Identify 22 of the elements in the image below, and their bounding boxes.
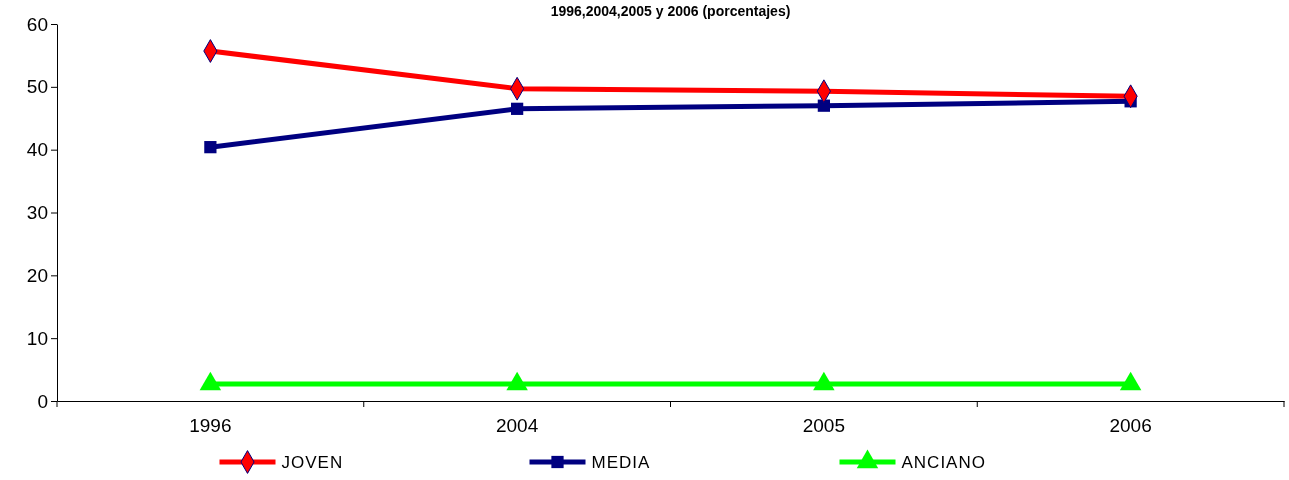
y-tick-label: 60 bbox=[26, 13, 48, 35]
x-tick-label: 2006 bbox=[1109, 415, 1152, 437]
chart-title: 1996,2004,2005 y 2006 (porcentajes) bbox=[550, 3, 791, 19]
y-tick-label: 30 bbox=[26, 202, 48, 224]
point bbox=[511, 102, 524, 115]
legend-label: MEDIA bbox=[591, 453, 651, 472]
x-tick-label: 1996 bbox=[189, 415, 232, 437]
legend-label: JOVEN bbox=[281, 453, 344, 472]
point bbox=[199, 371, 222, 391]
point bbox=[817, 99, 830, 112]
x-tick-label: 2004 bbox=[495, 415, 539, 437]
point bbox=[1119, 371, 1142, 391]
point bbox=[204, 141, 217, 154]
y-tick-label: 20 bbox=[26, 264, 48, 286]
y-tick-label: 0 bbox=[37, 390, 48, 412]
y-tick-label: 10 bbox=[26, 327, 48, 349]
x-tick-label: 2005 bbox=[802, 415, 846, 437]
y-tick-label: 40 bbox=[26, 139, 48, 161]
legend-label: ANCIANO bbox=[901, 453, 986, 472]
point bbox=[506, 371, 528, 391]
point bbox=[813, 371, 835, 391]
y-tick-label: 50 bbox=[26, 76, 48, 98]
